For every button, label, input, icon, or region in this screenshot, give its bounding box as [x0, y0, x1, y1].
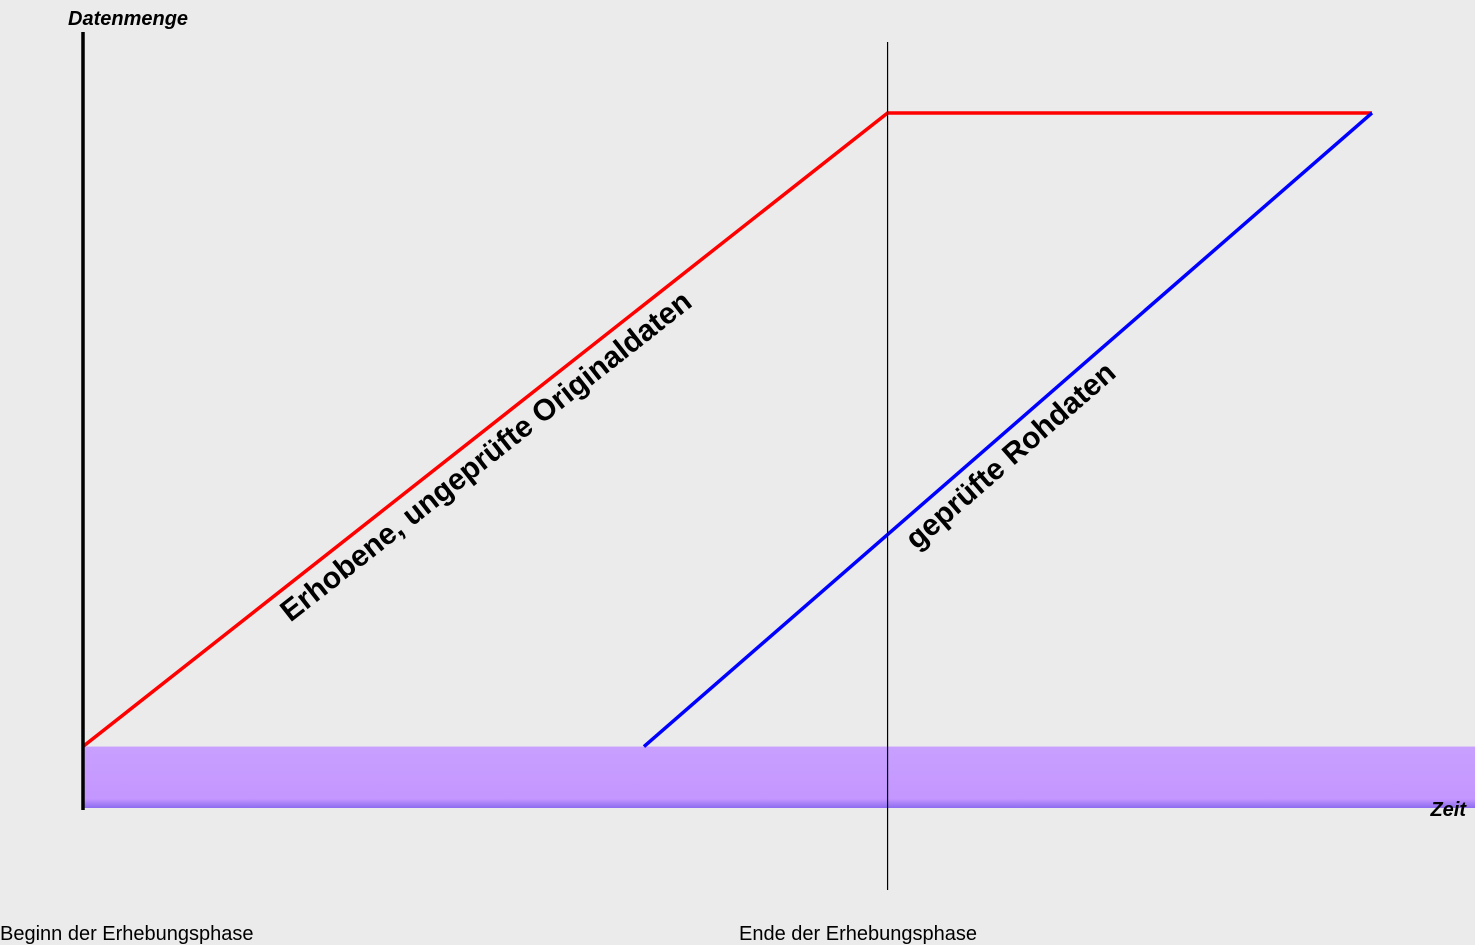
x-axis-title: Zeit — [1429, 799, 1467, 821]
y-axis-title: Datenmenge — [68, 8, 188, 30]
phase-start-label: Beginn der Erhebungsphase — [0, 923, 254, 945]
baseline-band — [83, 746, 1475, 808]
phase-end-label: Ende der Erhebungsphase — [739, 923, 977, 945]
series-line-1 — [642, 111, 1374, 748]
